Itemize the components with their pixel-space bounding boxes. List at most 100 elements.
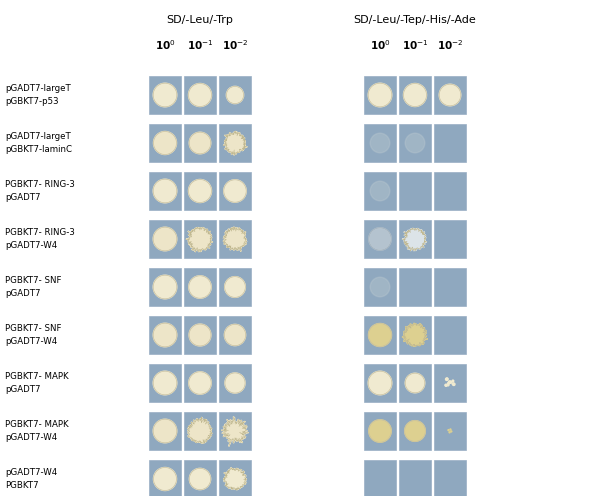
Bar bbox=[364, 124, 396, 162]
Bar bbox=[364, 220, 396, 258]
Circle shape bbox=[153, 179, 177, 203]
Text: 10$^{-1}$: 10$^{-1}$ bbox=[187, 38, 213, 52]
Circle shape bbox=[369, 228, 391, 250]
Bar bbox=[149, 172, 181, 210]
Bar bbox=[219, 220, 251, 258]
Circle shape bbox=[370, 133, 390, 153]
Bar bbox=[364, 268, 396, 306]
Circle shape bbox=[452, 383, 454, 385]
Bar bbox=[434, 124, 466, 162]
Circle shape bbox=[452, 380, 454, 382]
Bar bbox=[399, 412, 431, 450]
Bar bbox=[149, 412, 181, 450]
Bar bbox=[399, 172, 431, 210]
Bar bbox=[399, 316, 431, 354]
Text: PGBKT7- SNF
pGADT7-W4: PGBKT7- SNF pGADT7-W4 bbox=[5, 324, 62, 346]
Circle shape bbox=[405, 373, 425, 393]
Bar bbox=[184, 124, 216, 162]
Circle shape bbox=[370, 181, 390, 201]
Bar bbox=[364, 364, 396, 402]
Circle shape bbox=[189, 468, 211, 490]
Text: PGBKT7- MAPK
pGADT7-W4: PGBKT7- MAPK pGADT7-W4 bbox=[5, 420, 69, 442]
Text: 10$^0$: 10$^0$ bbox=[369, 38, 390, 52]
Bar bbox=[184, 412, 216, 450]
Circle shape bbox=[368, 83, 392, 107]
Circle shape bbox=[189, 372, 211, 394]
Text: PGBKT7- RING-3
pGADT7: PGBKT7- RING-3 pGADT7 bbox=[5, 180, 75, 202]
Bar bbox=[364, 76, 396, 114]
Bar bbox=[399, 268, 431, 306]
Bar bbox=[219, 364, 251, 402]
Bar bbox=[219, 124, 251, 162]
Circle shape bbox=[446, 378, 448, 380]
Bar bbox=[219, 268, 251, 306]
Circle shape bbox=[224, 180, 246, 202]
Text: pGADT7-W4
PGBKT7: pGADT7-W4 PGBKT7 bbox=[5, 468, 58, 490]
Bar bbox=[149, 268, 181, 306]
Polygon shape bbox=[221, 417, 248, 446]
Circle shape bbox=[153, 275, 177, 299]
Circle shape bbox=[189, 324, 211, 346]
Circle shape bbox=[369, 420, 391, 442]
Text: SD/-Leu/-Trp: SD/-Leu/-Trp bbox=[167, 15, 234, 25]
Text: 10$^0$: 10$^0$ bbox=[155, 38, 176, 52]
Bar bbox=[149, 124, 181, 162]
Bar bbox=[434, 316, 466, 354]
Circle shape bbox=[189, 83, 212, 107]
Polygon shape bbox=[223, 227, 247, 251]
Circle shape bbox=[449, 382, 451, 383]
Bar bbox=[434, 220, 466, 258]
Circle shape bbox=[225, 373, 245, 393]
Text: SD/-Leu/-Tep/-His/-Ade: SD/-Leu/-Tep/-His/-Ade bbox=[353, 15, 476, 25]
Circle shape bbox=[189, 132, 211, 154]
Circle shape bbox=[449, 432, 450, 433]
Circle shape bbox=[439, 84, 461, 106]
Polygon shape bbox=[223, 467, 247, 490]
Circle shape bbox=[189, 180, 212, 202]
Circle shape bbox=[449, 381, 452, 383]
Bar bbox=[184, 76, 216, 114]
Bar bbox=[434, 412, 466, 450]
Bar bbox=[184, 268, 216, 306]
Circle shape bbox=[445, 378, 448, 380]
Polygon shape bbox=[187, 417, 212, 443]
Bar bbox=[219, 412, 251, 450]
Circle shape bbox=[448, 430, 449, 431]
Bar bbox=[399, 220, 431, 258]
Polygon shape bbox=[186, 227, 213, 252]
Text: pGADT7-largeT
pGBKT7-p53: pGADT7-largeT pGBKT7-p53 bbox=[5, 84, 71, 106]
Circle shape bbox=[451, 431, 452, 432]
Circle shape bbox=[225, 277, 246, 298]
Bar bbox=[434, 460, 466, 496]
Circle shape bbox=[153, 371, 177, 395]
Bar bbox=[399, 124, 431, 162]
Circle shape bbox=[153, 83, 177, 107]
Bar bbox=[219, 460, 251, 496]
Text: PGBKT7- SNF
pGADT7: PGBKT7- SNF pGADT7 bbox=[5, 276, 62, 298]
Polygon shape bbox=[402, 323, 428, 347]
Bar bbox=[399, 460, 431, 496]
Bar bbox=[219, 316, 251, 354]
Bar bbox=[434, 268, 466, 306]
Polygon shape bbox=[402, 228, 427, 251]
Circle shape bbox=[368, 323, 391, 347]
Bar bbox=[184, 364, 216, 402]
Circle shape bbox=[153, 419, 177, 443]
Circle shape bbox=[445, 384, 447, 386]
Circle shape bbox=[224, 324, 246, 346]
Bar bbox=[184, 172, 216, 210]
Bar bbox=[184, 316, 216, 354]
Bar bbox=[399, 364, 431, 402]
Circle shape bbox=[154, 131, 177, 155]
Circle shape bbox=[448, 381, 450, 382]
Bar bbox=[184, 460, 216, 496]
Bar bbox=[364, 412, 396, 450]
Circle shape bbox=[189, 276, 211, 298]
Circle shape bbox=[368, 371, 392, 395]
Bar bbox=[364, 460, 396, 496]
Text: 10$^{-1}$: 10$^{-1}$ bbox=[401, 38, 428, 52]
Bar bbox=[434, 172, 466, 210]
Circle shape bbox=[153, 323, 177, 347]
Circle shape bbox=[404, 421, 425, 441]
Circle shape bbox=[370, 277, 390, 297]
